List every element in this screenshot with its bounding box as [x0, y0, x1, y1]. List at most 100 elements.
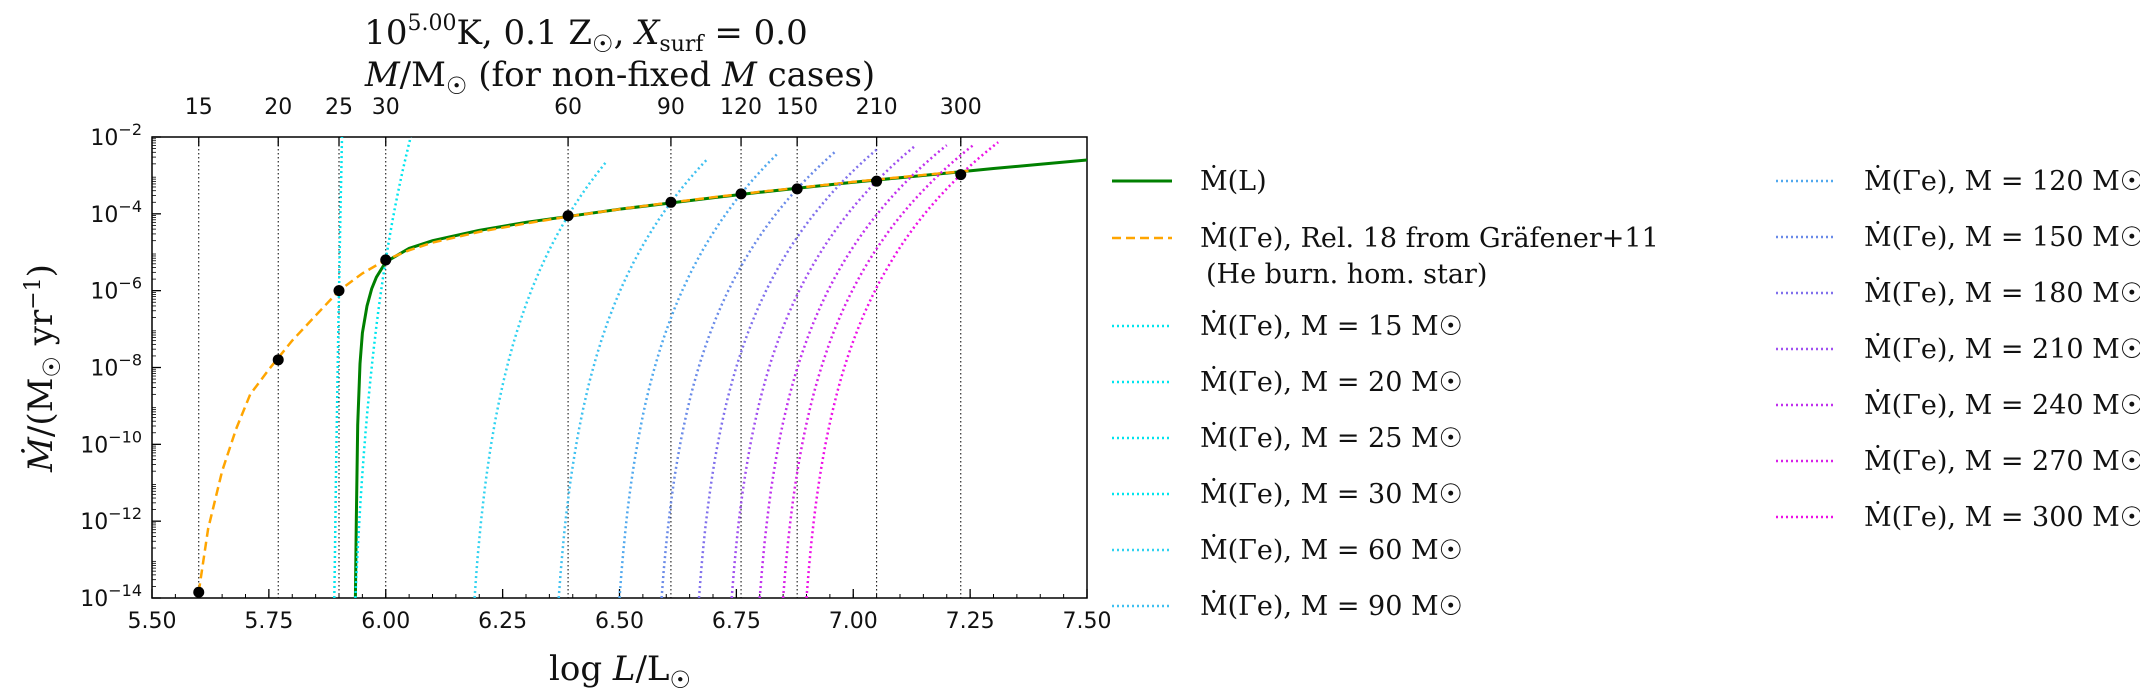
intersection-point: [665, 196, 677, 208]
legend-label: Ṁ(Γe), M = 90 M☉: [1200, 589, 1463, 622]
y-tick-exp: −10: [108, 427, 142, 446]
legend-entry: Ṁ(Γe), M = 300 M☉: [1776, 500, 2140, 533]
top-mass-axis: 15 20 25 30 60 90 120 150 210 300: [185, 95, 982, 146]
y-tick-base: 10: [80, 510, 108, 535]
x-tick-label: 5.75: [244, 609, 293, 634]
legend-entry: Ṁ(Γe), M = 150 M☉: [1776, 220, 2140, 253]
y-tick-label: 10−12: [80, 504, 142, 535]
legend-entry: Ṁ(Γe), M = 25 M☉: [1112, 421, 1463, 454]
legend-label: Ṁ(Γe), M = 270 M☉: [1864, 444, 2140, 477]
top-tick-label: 30: [372, 95, 400, 120]
legend-label: Ṁ(Γe), M = 20 M☉: [1200, 365, 1463, 398]
y-tick-base: 10: [80, 587, 108, 612]
y-tick-label: 10−6: [90, 274, 142, 305]
legend-entry: Ṁ(Γe), M = 210 M☉: [1776, 332, 2140, 365]
intersection-point: [955, 169, 967, 181]
legend-entry: Ṁ(Γe), M = 180 M☉: [1776, 276, 2140, 309]
intersection-point: [380, 254, 392, 266]
legend-label: Ṁ(Γe), M = 240 M☉: [1864, 388, 2140, 421]
legend-entry: Ṁ(Γe), M = 90 M☉: [1112, 589, 1463, 622]
y-tick-label: 10−4: [90, 197, 142, 228]
x-tick-label: 6.00: [361, 609, 410, 634]
top-tick-label: 300: [940, 95, 982, 120]
legend-entry: Ṁ(Γe), M = 30 M☉: [1112, 477, 1463, 510]
y-tick-exp: −2: [118, 120, 142, 139]
legend-label: Ṁ(Γe), M = 300 M☉: [1864, 500, 2140, 533]
series-line: [618, 151, 780, 598]
y-tick-label: 10−10: [80, 427, 142, 458]
intersection-point: [791, 183, 803, 195]
top-tick-label: 25: [325, 95, 353, 120]
chart-title: 105.00K, 0.1 Z☉, Xsurf = 0.0 M/M☉ (for n…: [364, 11, 875, 100]
series-line: [805, 141, 999, 598]
x-axis-label: log L/L☉: [549, 649, 691, 694]
top-tick-label: 90: [657, 95, 685, 120]
intersection-point: [333, 285, 345, 297]
y-tick-base: 10: [90, 357, 118, 382]
x-tick-label: 6.50: [595, 609, 644, 634]
top-tick-label: 60: [554, 95, 582, 120]
series-line: [353, 158, 1087, 598]
series-line: [557, 157, 710, 598]
legend-entry: Ṁ(Γe), M = 120 M☉: [1776, 164, 2140, 197]
top-tick-label: 150: [776, 95, 818, 120]
y-tick-exp: −4: [118, 197, 142, 216]
series-line: [354, 137, 412, 598]
top-tick-label: 210: [856, 95, 898, 120]
legend-label: Ṁ(Γe), Rel. 18 from Gräfener+11: [1200, 221, 1659, 254]
x-tick-label: 7.50: [1063, 609, 1112, 634]
x-tick-label: 7.00: [829, 609, 878, 634]
chart-title-line1: 105.00K, 0.1 Z☉, Xsurf = 0.0: [364, 11, 807, 58]
x-axis: 5.50 5.75 6.00 6.25 6.50 6.75 7.00 7.25 7.50: [128, 589, 1112, 634]
y-tick-exp: −6: [118, 274, 142, 293]
x-tick-label: 7.25: [946, 609, 995, 634]
legend-label: Ṁ(Γe), M = 25 M☉: [1200, 421, 1463, 454]
legend-entry: Ṁ(Γe), M = 270 M☉: [1776, 444, 2140, 477]
series-line: [197, 169, 971, 593]
legend-label: Ṁ(Γe), M = 180 M☉: [1864, 276, 2140, 309]
series-line: [473, 161, 607, 598]
x-tick-label: 5.50: [128, 609, 177, 634]
legend-label: Ṁ(Γe), M = 30 M☉: [1200, 477, 1463, 510]
y-tick-base: 10: [90, 280, 118, 305]
top-tick-label: 120: [720, 95, 762, 120]
y-tick-exp: −12: [108, 504, 142, 523]
series-line: [730, 145, 915, 598]
series-line: [697, 148, 878, 598]
y-axis-label: Ṁ/(M☉ yr−1): [21, 264, 66, 473]
legend-entry: Ṁ(Γe), M = 240 M☉: [1776, 388, 2140, 421]
intersection-points: [193, 169, 967, 598]
series-line: [660, 151, 836, 598]
top-tick-label: 20: [264, 95, 292, 120]
intersection-point: [272, 354, 284, 366]
series-layer: [197, 137, 1087, 598]
legend-label: Ṁ(Γe), M = 150 M☉: [1864, 220, 2140, 253]
chart-title-line2: M/M☉ (for non-fixed M cases): [364, 55, 875, 100]
y-tick-exp: −8: [118, 351, 142, 370]
mass-guide-lines: [198, 137, 962, 598]
legend-entry: Ṁ(Γe), M = 20 M☉: [1112, 365, 1463, 398]
legend: Ṁ(L) Ṁ(Γe), Rel. 18 from Gräfener+11 (He b…: [1112, 164, 2140, 622]
legend-entry: Ṁ(L): [1112, 164, 1267, 197]
intersection-point: [562, 210, 574, 222]
legend-entry: Ṁ(Γe), M = 60 M☉: [1112, 533, 1463, 566]
y-tick-base: 10: [90, 126, 118, 151]
legend-label: Ṁ(Γe), M = 210 M☉: [1864, 332, 2140, 365]
legend-label: Ṁ(Γe), M = 60 M☉: [1200, 533, 1463, 566]
y-tick-label: 10−2: [90, 120, 142, 151]
x-tick-label: 6.75: [712, 609, 761, 634]
legend-label: Ṁ(L): [1200, 164, 1267, 197]
x-tick-label: 6.25: [478, 609, 527, 634]
intersection-point: [871, 175, 883, 187]
top-tick-label: 15: [185, 95, 213, 120]
legend-entry: Ṁ(Γe), M = 15 M☉: [1112, 309, 1463, 342]
y-tick-label: 10−8: [90, 351, 142, 382]
y-tick-base: 10: [90, 203, 118, 228]
y-tick-label: 10−14: [80, 581, 142, 612]
intersection-point: [735, 188, 747, 200]
plot-area: [151, 136, 1088, 599]
legend-label-line2: (He burn. hom. star): [1206, 259, 1487, 290]
legend-label: Ṁ(Γe), M = 15 M☉: [1200, 309, 1463, 342]
